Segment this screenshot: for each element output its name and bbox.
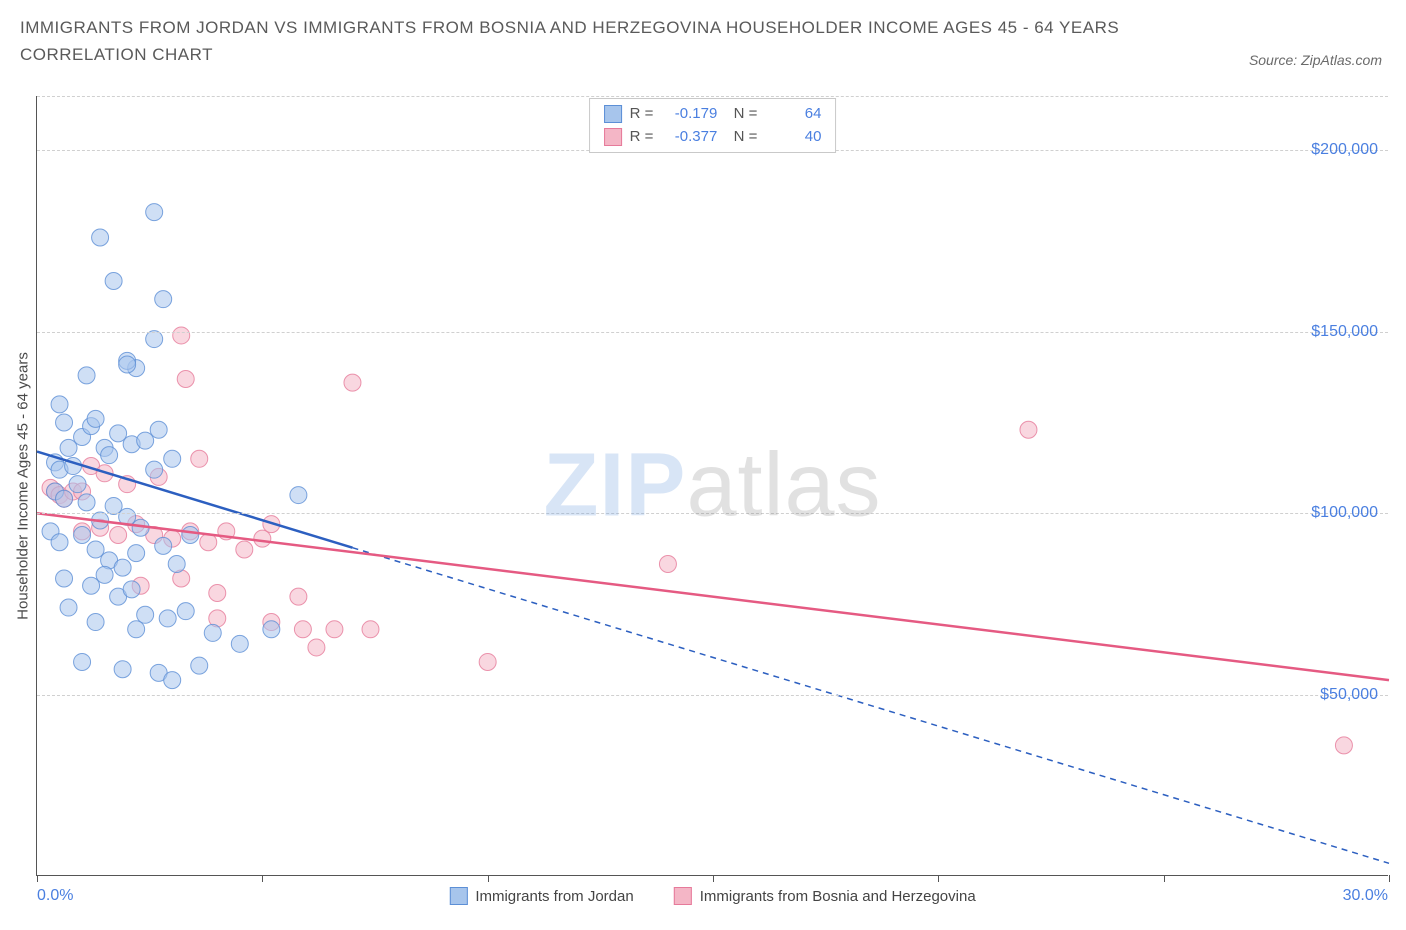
x-tick (713, 875, 714, 882)
stats-legend: R =-0.179 N =64 R =-0.377 N =40 (589, 98, 837, 153)
swatch-a-icon (604, 105, 622, 123)
chart-title-line1: IMMIGRANTS FROM JORDAN VS IMMIGRANTS FRO… (20, 14, 1386, 41)
y-tick-label: $50,000 (1320, 686, 1378, 704)
series-legend: Immigrants from Jordan Immigrants from B… (449, 887, 975, 905)
gridline (37, 695, 1388, 696)
x-axis-max: 30.0% (1343, 887, 1388, 905)
x-tick (262, 875, 263, 882)
source-attribution: Source: ZipAtlas.com (1249, 52, 1382, 68)
x-tick (1164, 875, 1165, 882)
y-tick-label: $150,000 (1311, 323, 1378, 341)
y-tick-label: $100,000 (1311, 504, 1378, 522)
swatch-b-icon (604, 128, 622, 146)
x-tick (488, 875, 489, 882)
chart-area: Householder Income Ages 45 - 64 years ZI… (36, 96, 1388, 876)
x-tick (37, 875, 38, 882)
swatch-a-icon (449, 887, 467, 905)
legend-item-a: Immigrants from Jordan (449, 887, 633, 905)
gridline (37, 513, 1388, 514)
x-tick (938, 875, 939, 882)
y-axis-label: Householder Income Ages 45 - 64 years (15, 352, 32, 620)
chart-title-line2: CORRELATION CHART (20, 41, 1386, 68)
swatch-b-icon (674, 887, 692, 905)
scatter-plot (37, 96, 1388, 875)
x-tick (1389, 875, 1390, 882)
stats-row-a: R =-0.179 N =64 (604, 103, 822, 126)
stats-row-b: R =-0.377 N =40 (604, 126, 822, 149)
x-axis-min: 0.0% (37, 887, 73, 905)
gridline (37, 332, 1388, 333)
y-tick-label: $200,000 (1311, 141, 1378, 159)
legend-item-b: Immigrants from Bosnia and Herzegovina (674, 887, 976, 905)
